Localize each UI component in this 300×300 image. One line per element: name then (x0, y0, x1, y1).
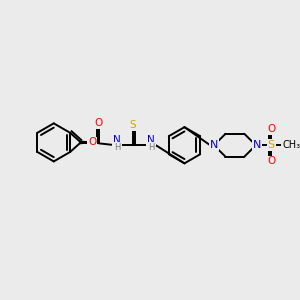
Text: N: N (210, 140, 218, 150)
Text: S: S (130, 120, 136, 130)
Text: O: O (88, 137, 96, 147)
Text: O: O (267, 124, 275, 134)
Text: H: H (114, 142, 120, 152)
Text: N: N (113, 136, 121, 146)
Text: S: S (268, 140, 275, 150)
Text: H: H (148, 142, 154, 152)
Text: CH₃: CH₃ (282, 140, 300, 150)
Text: O: O (267, 156, 275, 167)
Text: N: N (147, 136, 155, 146)
Text: N: N (253, 140, 261, 150)
Text: O: O (95, 118, 103, 128)
